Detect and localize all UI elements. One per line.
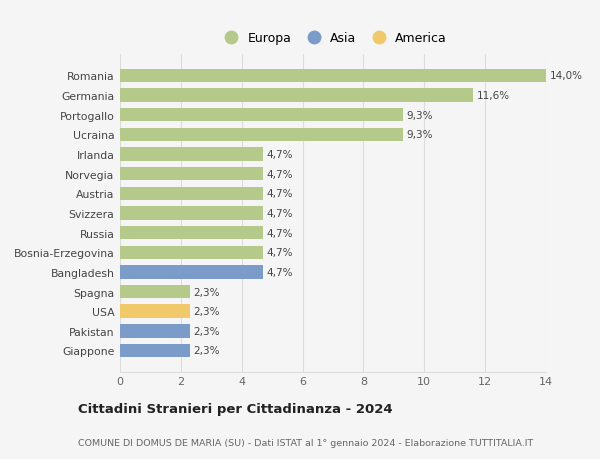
Bar — [120, 168, 263, 181]
Text: 2,3%: 2,3% — [194, 326, 220, 336]
Text: 4,7%: 4,7% — [266, 248, 293, 257]
Bar — [120, 148, 263, 161]
Text: COMUNE DI DOMUS DE MARIA (SU) - Dati ISTAT al 1° gennaio 2024 - Elaborazione TUT: COMUNE DI DOMUS DE MARIA (SU) - Dati IST… — [78, 438, 533, 448]
Text: 4,7%: 4,7% — [266, 228, 293, 238]
Text: 2,3%: 2,3% — [194, 307, 220, 317]
Bar — [120, 89, 473, 102]
Bar — [120, 207, 263, 220]
Text: 11,6%: 11,6% — [476, 91, 510, 101]
Text: 4,7%: 4,7% — [266, 169, 293, 179]
Bar — [120, 226, 263, 240]
Text: 14,0%: 14,0% — [550, 71, 583, 81]
Legend: Europa, Asia, America: Europa, Asia, America — [217, 30, 449, 48]
Text: 4,7%: 4,7% — [266, 208, 293, 218]
Bar — [120, 285, 190, 298]
Bar — [120, 325, 190, 338]
Bar — [120, 109, 403, 122]
Text: 2,3%: 2,3% — [194, 287, 220, 297]
Bar — [120, 266, 263, 279]
Text: Cittadini Stranieri per Cittadinanza - 2024: Cittadini Stranieri per Cittadinanza - 2… — [78, 403, 392, 415]
Bar — [120, 344, 190, 358]
Text: 9,3%: 9,3% — [407, 130, 433, 140]
Text: 4,7%: 4,7% — [266, 189, 293, 199]
Bar — [120, 305, 190, 318]
Bar — [120, 129, 403, 142]
Text: 4,7%: 4,7% — [266, 267, 293, 277]
Bar — [120, 246, 263, 259]
Bar — [120, 187, 263, 201]
Text: 2,3%: 2,3% — [194, 346, 220, 356]
Bar — [120, 69, 546, 83]
Text: 9,3%: 9,3% — [407, 110, 433, 120]
Text: 4,7%: 4,7% — [266, 150, 293, 160]
